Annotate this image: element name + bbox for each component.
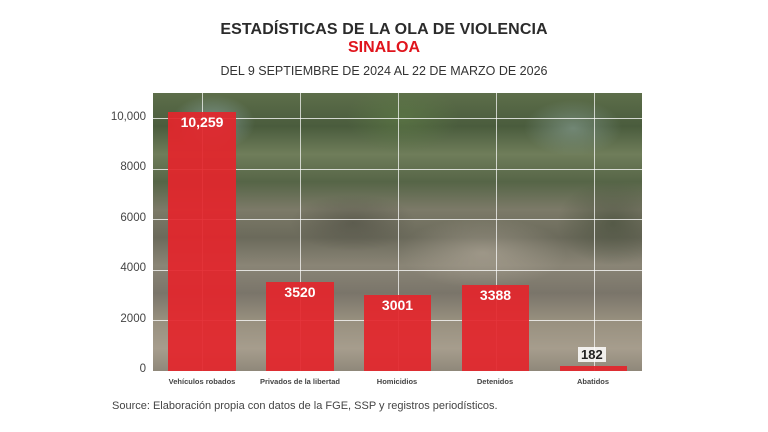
gridline [398, 93, 399, 371]
gridline [153, 169, 642, 170]
gridline [153, 219, 642, 220]
bar-value-label: 3388 [479, 287, 512, 303]
gridline [496, 93, 497, 371]
y-tick: 8000 [120, 161, 146, 173]
bar-abatidos[interactable] [560, 366, 627, 371]
y-axis: 0 2000 4000 6000 8000 10,000 [96, 93, 146, 383]
date-range: DEL 9 SEPTIEMBRE DE 2024 AL 22 DE MARZO … [220, 64, 548, 78]
gridline [300, 93, 301, 371]
y-tick: 6000 [120, 212, 146, 224]
bar-value-label: 3001 [381, 297, 414, 313]
bar-privados-libertad[interactable] [266, 282, 334, 371]
bar-value-label: 10,259 [180, 114, 224, 130]
gridline [153, 118, 642, 119]
y-tick: 10,000 [110, 111, 146, 123]
x-tick-label: Abatidos [576, 377, 610, 386]
y-tick: 4000 [120, 262, 146, 274]
bar-detenidos[interactable] [462, 285, 529, 371]
gridline [153, 270, 642, 271]
gridline [594, 93, 595, 371]
source-note: Source: Elaboración propia con datos de … [112, 400, 498, 412]
x-tick-label: Homicidios [376, 377, 418, 386]
x-tick-label: Vehículos robados [168, 377, 236, 386]
x-tick-label: Detenidos [476, 377, 514, 386]
plot-area: 10,259 3520 3001 3388 182 [153, 93, 642, 371]
x-tick-label: Privados de la libertad [259, 377, 341, 386]
bar-value-label: 182 [578, 347, 606, 362]
bar-value-label: 3520 [284, 284, 316, 300]
bar-vehiculos-robados[interactable] [168, 112, 236, 371]
y-tick: 0 [139, 363, 146, 375]
bar-homicidios[interactable] [364, 295, 431, 371]
chart-title: ESTADÍSTICAS DE LA OLA DE VIOLENCIA [220, 21, 548, 38]
y-tick: 2000 [120, 313, 146, 325]
region-subtitle: SINALOA [348, 39, 420, 56]
